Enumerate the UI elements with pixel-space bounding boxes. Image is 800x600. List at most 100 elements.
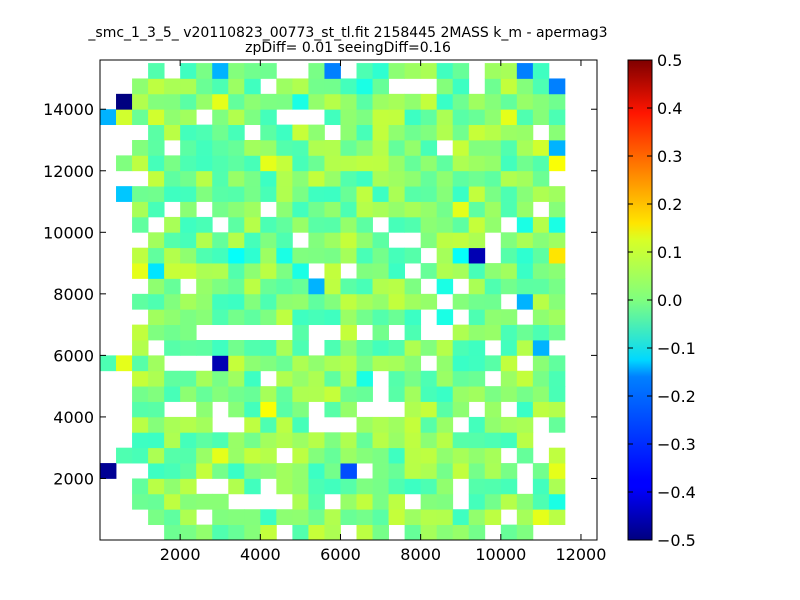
x-tick-label: 2000 [160, 545, 201, 564]
heatmap-cell [212, 447, 229, 464]
heatmap-cell [356, 186, 373, 202]
heatmap-cell [212, 309, 229, 326]
heatmap-cell [468, 186, 486, 202]
heatmap-cell [100, 355, 117, 372]
heatmap-cell [276, 370, 293, 387]
heatmap-cell [212, 432, 229, 449]
heatmap-cell [388, 355, 406, 372]
heatmap-cell [356, 478, 373, 495]
heatmap-cell [196, 524, 213, 541]
heatmap-cell [548, 478, 566, 495]
heatmap-cell [324, 93, 341, 110]
heatmap-cell [260, 278, 277, 295]
heatmap-cell [436, 263, 454, 279]
heatmap-cell [420, 370, 438, 387]
heatmap-cell [468, 355, 486, 372]
heatmap-cell [484, 309, 502, 326]
heatmap-cell [516, 524, 534, 541]
heatmap-cell [436, 155, 454, 172]
heatmap-cell [260, 247, 277, 264]
heatmap-cell [420, 186, 438, 202]
heatmap-cell [468, 386, 486, 402]
heatmap-cell [180, 140, 197, 156]
heatmap-cell [516, 340, 534, 356]
heatmap-cell [532, 140, 550, 156]
heatmap-cell [180, 447, 197, 464]
heatmap-cell [404, 416, 422, 433]
heatmap-cell [404, 386, 422, 402]
heatmap-cell [324, 293, 341, 310]
heatmap-cell [388, 416, 406, 433]
heatmap-cell [356, 263, 373, 279]
heatmap-cell [292, 386, 309, 402]
heatmap-cell [372, 93, 389, 110]
colorbar-tick-label: 0.2 [657, 195, 682, 214]
heatmap-cell [164, 509, 181, 526]
heatmap-cell [452, 232, 470, 249]
heatmap-cell [372, 524, 389, 541]
heatmap-cell [548, 216, 566, 233]
heatmap-cell [244, 263, 261, 279]
heatmap-cell [228, 78, 245, 95]
heatmap-cell [212, 340, 229, 356]
heatmap-cell [244, 170, 261, 187]
heatmap-cell [404, 340, 422, 356]
heatmap-cell [308, 201, 325, 218]
heatmap-cell [148, 386, 165, 402]
heatmap-cell [340, 493, 357, 510]
heatmap-cell [484, 324, 502, 341]
heatmap-cell [292, 401, 309, 418]
heatmap-cell [372, 201, 389, 218]
heatmap-cell [436, 355, 454, 372]
heatmap-cell [404, 201, 422, 218]
heatmap-cell [180, 509, 197, 526]
heatmap-cell [436, 216, 454, 233]
heatmap-cell [548, 263, 566, 279]
heatmap-cell [548, 278, 566, 295]
heatmap-cell [420, 432, 438, 449]
heatmap-cell [356, 524, 373, 541]
heatmap-cell [516, 140, 534, 156]
heatmap-cell [404, 432, 422, 449]
heatmap-cell [516, 386, 534, 402]
heatmap-cell [420, 293, 438, 310]
heatmap-cell [308, 447, 325, 464]
heatmap-cell [532, 355, 550, 372]
heatmap-cell [340, 78, 357, 95]
heatmap-cell [164, 493, 181, 510]
heatmap-cell [276, 247, 293, 264]
heatmap-cell [292, 416, 309, 433]
heatmap-cell [436, 232, 454, 249]
heatmap-cell [548, 232, 566, 249]
heatmap-cell [212, 124, 229, 141]
heatmap-cell [148, 109, 165, 126]
heatmap-cell [180, 478, 197, 495]
heatmap-cell [468, 93, 486, 110]
x-tick-label: 10000 [475, 545, 526, 564]
heatmap-cell [244, 201, 261, 218]
heatmap-cell [500, 93, 518, 110]
heatmap-cell [148, 124, 165, 141]
heatmap-cell [132, 370, 149, 387]
heatmap-cell [132, 216, 149, 233]
heatmap-cell [340, 109, 357, 126]
heatmap-cell [164, 170, 181, 187]
heatmap-cell [148, 247, 165, 264]
heatmap-cell [228, 140, 245, 156]
heatmap-cell [196, 416, 213, 433]
heatmap-cell [132, 109, 149, 126]
heatmap-cell [308, 247, 325, 264]
heatmap-cell [356, 493, 373, 510]
heatmap-cell [292, 170, 309, 187]
heatmap-cell [228, 186, 245, 202]
heatmap-cell [404, 509, 422, 526]
heatmap-cell [484, 155, 502, 172]
heatmap-cell [292, 278, 309, 295]
heatmap-cell [468, 124, 486, 141]
heatmap-cell [484, 216, 502, 233]
heatmap-cell [356, 109, 373, 126]
heatmap-cell [324, 216, 341, 233]
heatmap-cell [420, 109, 438, 126]
heatmap-cell [132, 340, 149, 356]
heatmap-cell [292, 78, 309, 95]
